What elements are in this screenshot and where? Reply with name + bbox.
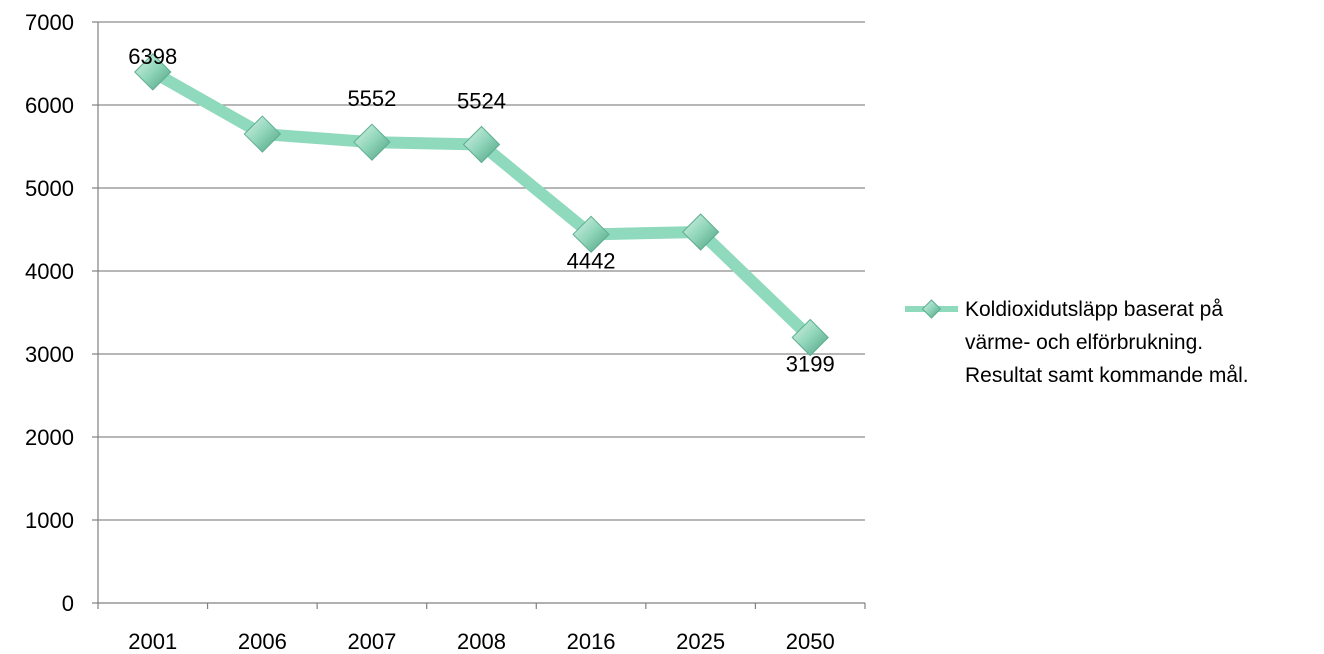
x-tick-label: 2008 (457, 629, 506, 654)
axes (97, 22, 865, 604)
data-point-marker (462, 125, 501, 164)
x-tick-label: 2016 (567, 629, 616, 654)
y-tick-label: 0 (62, 591, 74, 616)
data-label: 5552 (347, 86, 396, 111)
legend-diamond-icon (921, 299, 942, 319)
x-tick-label: 2025 (676, 629, 725, 654)
data-label: 5524 (457, 89, 506, 114)
legend-label-line-1: Koldioxidutsläpp baserat på (965, 298, 1223, 321)
x-tick-label: 2006 (238, 629, 287, 654)
data-label: 4442 (567, 248, 616, 273)
legend-label-line-2: värme- och elförbrukning. (965, 331, 1203, 354)
y-tick-label: 2000 (25, 425, 74, 450)
data-label: 3199 (786, 351, 835, 376)
gridlines (92, 21, 866, 609)
y-tick-label: 4000 (25, 259, 74, 284)
y-tick-label: 3000 (25, 342, 74, 367)
data-point-marker (572, 215, 610, 254)
y-tick-label: 5000 (25, 176, 74, 201)
y-tick-label: 6000 (25, 93, 74, 118)
data-point-marker (134, 53, 172, 91)
series-koldioxidutslapp (134, 53, 829, 357)
x-tick-label: 2007 (347, 629, 396, 654)
x-tick-label: 2050 (786, 629, 835, 654)
x-tick-labels: 2001 2006 2007 2008 2016 2025 2050 (128, 629, 834, 654)
data-point-marker (681, 213, 720, 251)
data-point-marker (243, 115, 282, 153)
legend-label-line-3: Resultat samt kommande mål. (965, 364, 1249, 387)
legend: Koldioxidutsläpp baserat på värme- och e… (905, 298, 1249, 387)
x-tick-label: 2001 (128, 629, 177, 654)
y-tick-label: 1000 (25, 508, 74, 533)
data-point-marker (791, 318, 829, 357)
data-label: 6398 (128, 44, 177, 69)
data-point-marker (353, 123, 391, 161)
data-labels: 6398 5552 5524 4442 3199 (128, 44, 834, 377)
y-tick-labels: 0 1000 2000 3000 4000 5000 6000 7000 (25, 10, 74, 616)
y-tick-label: 7000 (25, 10, 74, 35)
